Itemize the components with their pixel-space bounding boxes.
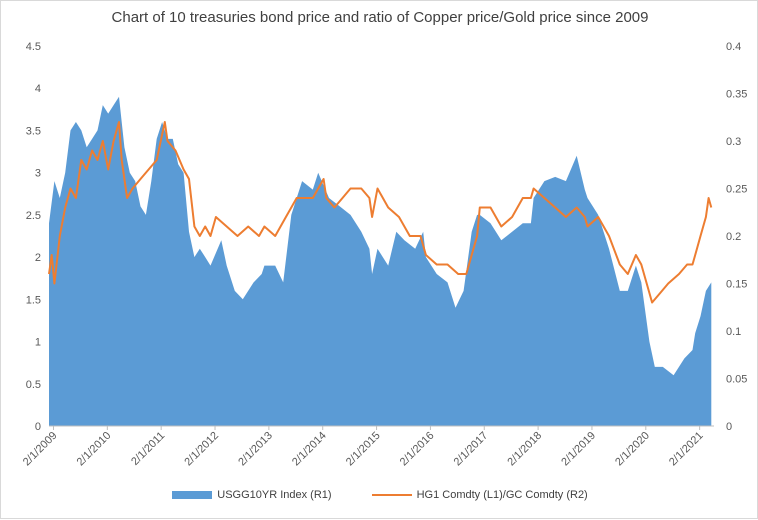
- x-tick-label: 2/1/2009: [21, 430, 60, 469]
- y-right-tick-label: 0: [726, 421, 732, 433]
- x-tick-label: 2/1/2021: [667, 430, 706, 469]
- series-line-hg1-gc: [48, 121, 713, 304]
- y-right-tick-label: 0.25: [726, 184, 747, 196]
- x-tick-label: 2/1/2013: [236, 430, 275, 469]
- y-left-tick-label: 4.5: [26, 41, 41, 53]
- x-tick-label: 2/1/2017: [452, 430, 491, 469]
- y-left-tick-label: 2.5: [26, 210, 41, 222]
- y-right-tick-label: 0.4: [726, 41, 741, 53]
- legend-item-usgg10yr: USGG10YR Index (R1): [172, 489, 332, 501]
- y-right-tick-label: 0.2: [726, 231, 741, 243]
- y-left-tick-label: 1: [35, 337, 41, 349]
- y-left-tick-label: 3.5: [26, 125, 41, 137]
- legend-label-usgg10yr: USGG10YR Index (R1): [217, 489, 332, 501]
- legend-item-hg1-gc: HG1 Comdty (L1)/GC Comdty (R2): [371, 489, 588, 501]
- y-left-tick-label: 1.5: [26, 294, 41, 306]
- y-right-tick-label: 0.05: [726, 374, 747, 386]
- y-right-tick-label: 0.3: [726, 136, 741, 148]
- legend-label-hg1-gc: HG1 Comdty (L1)/GC Comdty (R2): [416, 489, 588, 501]
- legend-swatch-area: [172, 491, 213, 499]
- x-tick-label: 2/1/2011: [129, 430, 167, 468]
- series-area-usgg10yr: [49, 96, 712, 426]
- y-right-tick-label: 0.15: [726, 279, 747, 291]
- y-left-tick-label: 2: [35, 252, 41, 264]
- chart-title: Chart of 10 treasuries bond price and ra…: [111, 9, 649, 26]
- y-left-tick-label: 0.5: [26, 379, 41, 391]
- x-tick-label: 2/1/2014: [290, 430, 329, 469]
- x-tick-label: 2/1/2012: [182, 430, 221, 469]
- x-tick-label: 2/1/2018: [505, 430, 544, 469]
- x-tick-label: 2/1/2020: [613, 430, 652, 469]
- legend-swatch-line: [371, 494, 412, 496]
- x-tick-label: 2/1/2016: [398, 430, 437, 469]
- chart-legend: USGG10YR Index (R1) HG1 Comdty (L1)/GC C…: [1, 489, 758, 501]
- x-tick-label: 2/1/2015: [344, 430, 383, 469]
- y-left-tick-label: 0: [35, 421, 41, 433]
- x-tick-label: 2/1/2019: [559, 430, 598, 469]
- y-right-tick-label: 0.1: [726, 326, 741, 338]
- y-left-tick-label: 3: [35, 168, 41, 180]
- y-right-tick-label: 0.35: [726, 89, 747, 101]
- x-tick-label: 2/1/2010: [75, 430, 114, 469]
- y-left-tick-label: 4: [35, 83, 41, 95]
